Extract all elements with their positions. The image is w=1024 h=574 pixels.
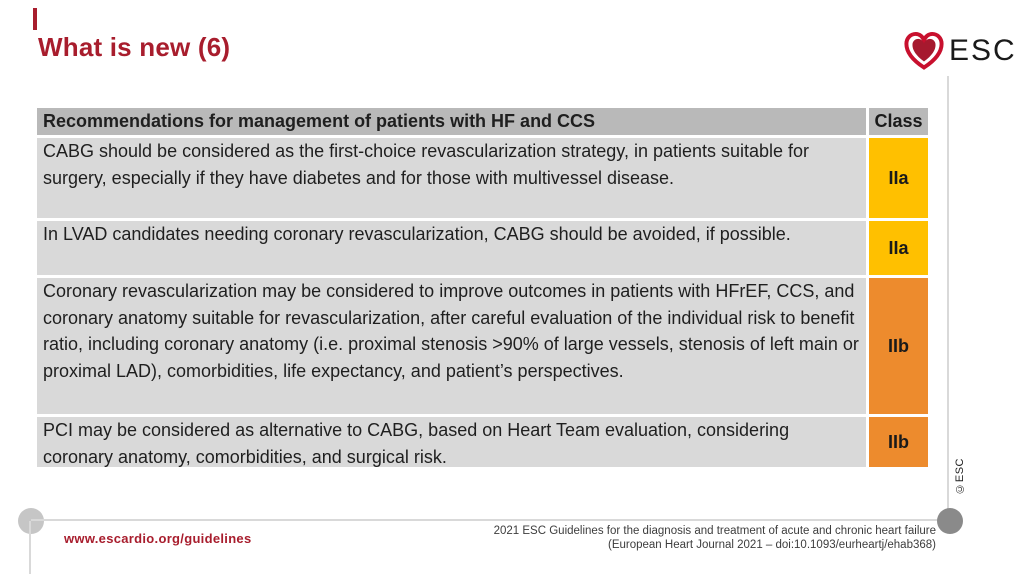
class-badge: IIb <box>869 417 928 467</box>
table-body: CABG should be considered as the first-c… <box>37 138 928 467</box>
class-badge: IIa <box>869 221 928 275</box>
esc-logo-text: ESC <box>949 34 1017 67</box>
recommendation-text: CABG should be considered as the first-c… <box>37 138 866 218</box>
footer-bullet-right <box>937 508 963 534</box>
citation-line-1: 2021 ESC Guidelines for the diagnosis an… <box>493 525 936 537</box>
table-row: PCI may be considered as alternative to … <box>37 417 928 467</box>
citation-line-2: (European Heart Journal 2021 – doi:10.10… <box>608 539 936 551</box>
class-badge: IIb <box>869 278 928 414</box>
table-row: Coronary revascularization may be consid… <box>37 278 928 414</box>
guidelines-link[interactable]: www.escardio.org/guidelines <box>64 531 252 546</box>
copyright-label: ©ESC <box>954 458 966 495</box>
page-title: What is new (6) <box>38 32 231 62</box>
esc-heart-icon <box>904 31 944 70</box>
table-header-row: Recommendations for management of patien… <box>37 108 928 135</box>
accent-bar <box>33 8 37 30</box>
class-badge: IIa <box>869 138 928 218</box>
citation: 2021 ESC Guidelines for the diagnosis an… <box>494 524 936 552</box>
recommendation-text: In LVAD candidates needing coronary reva… <box>37 221 866 275</box>
table-header-recommendation: Recommendations for management of patien… <box>37 108 866 135</box>
table-row: CABG should be considered as the first-c… <box>37 138 928 218</box>
footer-horizontal-line <box>31 519 939 521</box>
vertical-divider <box>947 76 949 513</box>
table-row: In LVAD candidates needing coronary reva… <box>37 221 928 275</box>
esc-logo: ESC <box>902 30 1017 72</box>
recommendation-text: PCI may be considered as alternative to … <box>37 417 866 467</box>
footer-vertical-line <box>29 521 31 574</box>
table-header-class: Class <box>869 108 928 135</box>
recommendation-text: Coronary revascularization may be consid… <box>37 278 866 414</box>
recommendations-table: Recommendations for management of patien… <box>37 108 928 470</box>
footer-bullet-left <box>18 508 44 534</box>
